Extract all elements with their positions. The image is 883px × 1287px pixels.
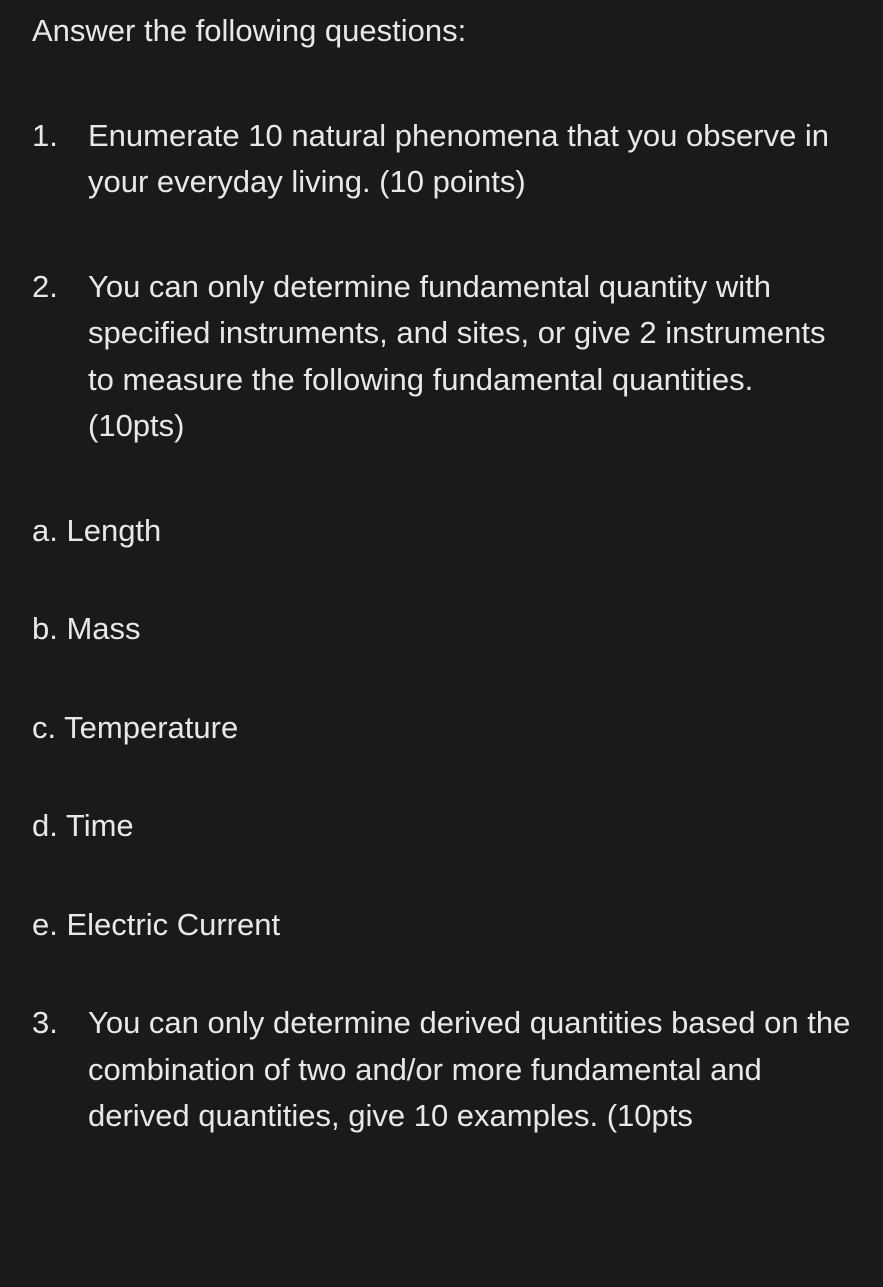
question-number: 3. bbox=[32, 1000, 88, 1140]
question-text: You can only determine derived quantitie… bbox=[88, 1000, 851, 1140]
subitem-a: a. Length bbox=[32, 508, 851, 555]
subitem-d: d. Time bbox=[32, 803, 851, 850]
question-text: Enumerate 10 natural phenomena that you … bbox=[88, 113, 851, 206]
question-number: 1. bbox=[32, 113, 88, 206]
question-1: 1. Enumerate 10 natural phenomena that y… bbox=[32, 113, 851, 206]
question-text: You can only determine fundamental quant… bbox=[88, 264, 851, 450]
question-number: 2. bbox=[32, 264, 88, 450]
subitem-e: e. Electric Current bbox=[32, 902, 851, 949]
question-3: 3. You can only determine derived quanti… bbox=[32, 1000, 851, 1140]
subitem-b: b. Mass bbox=[32, 606, 851, 653]
subitem-c: c. Temperature bbox=[32, 705, 851, 752]
question-2: 2. You can only determine fundamental qu… bbox=[32, 264, 851, 450]
intro-heading: Answer the following questions: bbox=[32, 8, 851, 55]
